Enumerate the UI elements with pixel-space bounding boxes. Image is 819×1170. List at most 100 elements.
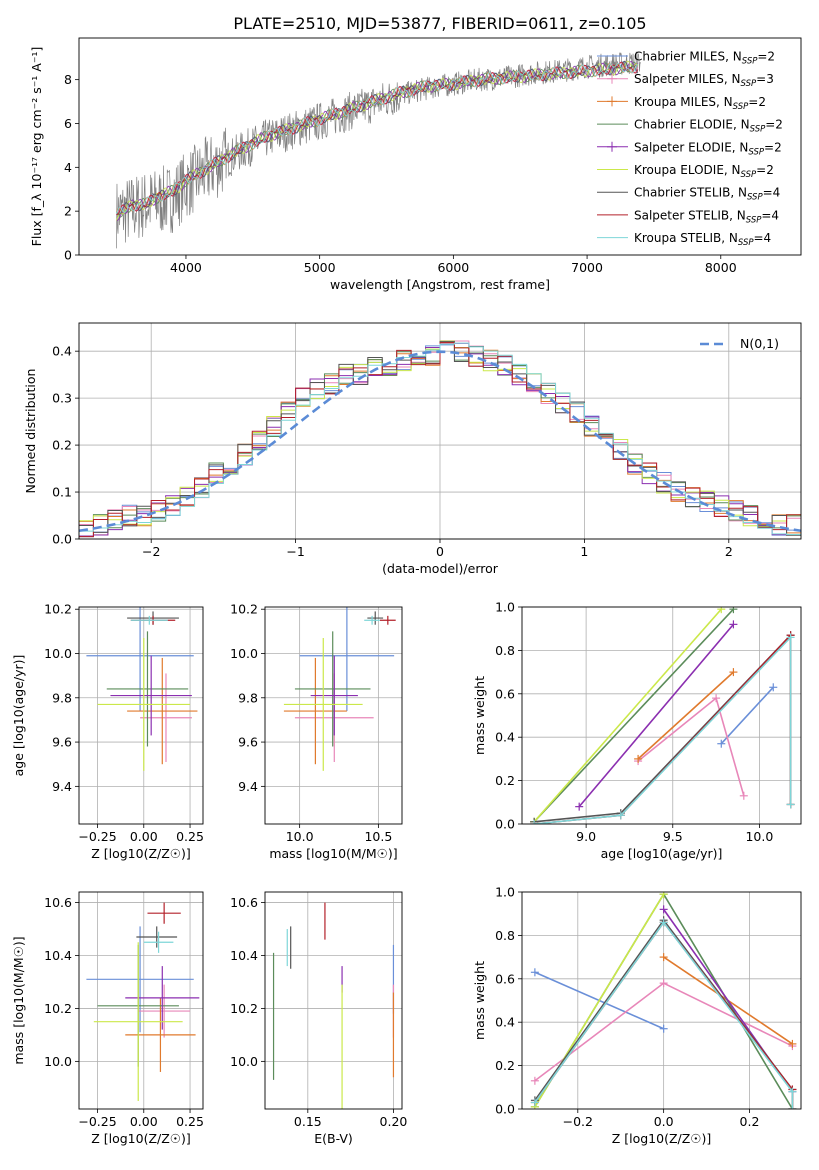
mass-weight-line — [533, 608, 722, 823]
x-tick-label: 0.00 — [130, 1114, 158, 1129]
y-axis-label: age [log10(age/yr)] — [11, 655, 26, 777]
x-tick-label: −0.2 — [563, 1114, 593, 1129]
x-axis-label: (data-model)/error — [382, 561, 499, 576]
mass-weight-line — [533, 608, 734, 823]
x-axis-label: mass [log10(M/M☉)] — [269, 846, 397, 861]
y-tick-label: 0.8 — [495, 643, 515, 658]
errorbar-plot-area — [283, 607, 396, 771]
age-vs-metallicity-panel: −0.25 0.00 0.25 9.4 9.6 9.8 10.0 10.2 Z [log10(Z… — [11, 602, 204, 861]
x-tick-label: 5000 — [304, 260, 336, 275]
histogram-step-line — [79, 342, 801, 539]
y-tick-label: 10.0 — [230, 646, 258, 661]
mass-weight-vs-metallicity-panel: −0.2 0.0 0.2 0.0 0.2 0.4 0.6 0.8 1.0 Z [log10(Z/Z… — [472, 885, 802, 1146]
spectrum-plot-area — [116, 51, 641, 249]
x-axis-label: Z [log10(Z/Z☉)] — [91, 1131, 191, 1146]
y-tick-label: 10.0 — [44, 646, 72, 661]
x-tick-label: 8000 — [705, 260, 737, 275]
y-tick-label: 0.2 — [495, 1058, 515, 1073]
model-spectrum-line — [116, 61, 639, 218]
x-tick-label: 10.5 — [364, 829, 392, 844]
errorbar-plot-area — [86, 607, 198, 771]
x-tick-label: 10.0 — [286, 829, 314, 844]
legend-label: Chabrier ELODIE, NSSP=2 — [634, 118, 783, 135]
legend-label: Salpeter MILES, NSSP=3 — [634, 72, 774, 89]
errorbar-plot-area — [272, 902, 395, 1109]
spectrum-panel: 4000 5000 6000 7000 8000 0 2 4 6 8 wavelength [Ang… — [29, 37, 802, 292]
x-tick-label: 0.20 — [380, 1114, 408, 1129]
x-axis-label: wavelength [Angstrom, rest frame] — [330, 277, 550, 292]
axes-frame — [521, 891, 802, 1110]
y-tick-label: 0.2 — [52, 438, 72, 453]
y-tick-label: 0.0 — [495, 1102, 515, 1117]
x-tick-label: 4000 — [170, 260, 202, 275]
x-axis-label: age [log10(age/yr)] — [601, 846, 723, 861]
y-tick-label: 10.2 — [230, 1001, 258, 1016]
observed-spectrum-line — [116, 51, 641, 249]
mass-weight-vs-age-panel: 9.0 9.5 10.0 0.0 0.2 0.4 0.6 0.8 1.0 age [log10(a… — [472, 600, 802, 861]
y-tick-label: 9.8 — [238, 690, 258, 705]
y-tick-label: 4 — [64, 160, 72, 175]
y-tick-label: 0.4 — [52, 344, 72, 359]
y-tick-label: 1.0 — [495, 885, 515, 900]
legend-label: Salpeter STELIB, NSSP=4 — [634, 208, 779, 225]
y-tick-label: 1.0 — [495, 600, 515, 615]
model-spectrum-line — [116, 61, 639, 216]
mass-weight-line — [534, 633, 792, 823]
model-spectrum-line — [116, 60, 639, 221]
y-tick-label: 0.3 — [52, 391, 72, 406]
y-tick-label: 0.2 — [495, 773, 515, 788]
y-axis-label: Normed distribution — [23, 369, 38, 494]
mass-weight-line — [534, 635, 792, 824]
legend-label: Kroupa MILES, NSSP=2 — [634, 95, 766, 112]
errorbar-plot-area — [86, 902, 200, 1102]
x-axis-label: Z [log10(Z/Z☉)] — [612, 1131, 712, 1146]
legend-label: Chabrier STELIB, NSSP=4 — [634, 186, 780, 203]
model-spectrum-line — [116, 61, 639, 216]
y-tick-label: 10.0 — [230, 1054, 258, 1069]
histogram-step-line — [79, 342, 801, 539]
y-tick-label: 0.4 — [495, 730, 515, 745]
model-spectrum-line — [116, 60, 639, 215]
x-tick-label: 0.25 — [176, 1114, 204, 1129]
mass-weight-plot-area — [530, 607, 795, 824]
axes-frame — [521, 606, 802, 825]
y-tick-label: 9.6 — [52, 735, 72, 750]
y-axis-label: Flux [f_λ 10⁻¹⁷ erg cm⁻² s⁻¹ A⁻¹] — [29, 47, 44, 247]
legend-label: N(0,1) — [740, 336, 779, 351]
model-spectrum-line — [116, 63, 638, 215]
legend-label: Chabrier MILES, NSSP=2 — [634, 50, 775, 67]
x-tick-label: 0.0 — [654, 1114, 674, 1129]
y-tick-label: 10.6 — [44, 895, 72, 910]
model-spectrum-line — [116, 60, 639, 221]
x-tick-label: 9.0 — [576, 829, 596, 844]
residual-histogram-panel: −2 −1 0 1 2 0.0 0.1 0.2 0.3 0.4 (data-model)/error… — [23, 322, 802, 576]
y-tick-label: 10.4 — [230, 948, 258, 963]
y-tick-label: 10.6 — [230, 895, 258, 910]
x-tick-label: −0.25 — [78, 829, 116, 844]
y-tick-label: 0 — [64, 248, 72, 263]
mass-weight-line — [534, 633, 792, 824]
y-tick-label: 0.6 — [495, 686, 515, 701]
x-tick-label: 0.2 — [740, 1114, 760, 1129]
x-tick-label: −0.25 — [78, 1114, 116, 1129]
mass-weight-line — [637, 671, 734, 760]
y-axis-label: mass weight — [472, 676, 487, 755]
axes-frame — [264, 606, 403, 825]
x-tick-label: 6000 — [437, 260, 469, 275]
mass-vs-extinction-panel: 0.15 0.20 10.0 10.2 10.4 10.6 E(B-V) — [230, 891, 408, 1146]
y-tick-label: 2 — [64, 204, 72, 219]
mass-weight-line — [720, 686, 774, 745]
x-tick-label: 9.5 — [663, 829, 683, 844]
axes-frame — [78, 322, 802, 540]
y-tick-label: 8 — [64, 72, 72, 87]
x-tick-label: 7000 — [571, 260, 603, 275]
y-tick-label: 0.0 — [495, 817, 515, 832]
legend-label: Salpeter ELODIE, NSSP=2 — [634, 140, 782, 157]
y-tick-label: 10.2 — [44, 602, 72, 617]
mass-weight-line — [578, 623, 735, 808]
model-spectrum-line — [116, 62, 639, 214]
y-tick-label: 9.6 — [238, 735, 258, 750]
x-axis-label: Z [log10(Z/Z☉)] — [91, 846, 191, 861]
model-spectrum-line — [116, 60, 639, 216]
